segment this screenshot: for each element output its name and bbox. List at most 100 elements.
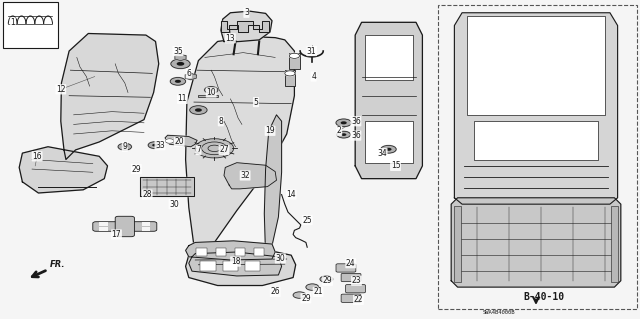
Bar — [198, 95, 218, 97]
Bar — [611, 206, 618, 282]
Circle shape — [385, 148, 392, 151]
Circle shape — [122, 145, 127, 148]
Text: 31: 31 — [307, 47, 317, 56]
Text: 15: 15 — [390, 161, 401, 170]
Bar — [99, 222, 108, 226]
Circle shape — [340, 121, 347, 124]
Text: 12: 12 — [56, 85, 65, 94]
Text: 35: 35 — [173, 47, 183, 56]
Polygon shape — [221, 21, 269, 32]
Polygon shape — [140, 177, 194, 196]
Polygon shape — [165, 135, 197, 147]
Circle shape — [177, 62, 184, 66]
Polygon shape — [221, 11, 272, 42]
Text: 33: 33 — [155, 141, 165, 150]
Circle shape — [202, 142, 227, 155]
Circle shape — [381, 145, 396, 153]
Text: 36: 36 — [351, 131, 361, 140]
Polygon shape — [186, 241, 275, 260]
Text: 3: 3 — [244, 8, 249, 17]
Polygon shape — [186, 249, 296, 286]
Polygon shape — [355, 22, 422, 179]
Circle shape — [341, 133, 346, 136]
FancyBboxPatch shape — [341, 294, 361, 302]
Bar — [142, 222, 150, 226]
Text: 16: 16 — [32, 152, 42, 161]
Polygon shape — [264, 115, 282, 258]
Polygon shape — [175, 54, 186, 61]
Text: 30: 30 — [275, 254, 285, 263]
Text: 29: 29 — [301, 294, 311, 303]
Text: 23: 23 — [351, 276, 362, 285]
Bar — [285, 70, 295, 86]
Text: 22: 22 — [354, 295, 363, 304]
Circle shape — [189, 106, 207, 114]
Bar — [467, 16, 605, 115]
Circle shape — [336, 119, 351, 127]
Circle shape — [170, 78, 186, 85]
Text: 8: 8 — [218, 117, 223, 126]
Circle shape — [148, 142, 161, 149]
Text: 20: 20 — [174, 137, 184, 146]
Circle shape — [195, 139, 234, 158]
Bar — [365, 35, 413, 80]
Bar — [3, 2, 58, 48]
FancyBboxPatch shape — [346, 285, 365, 293]
Text: SWA4B4000B: SWA4B4000B — [483, 310, 515, 315]
Text: 9: 9 — [122, 142, 127, 151]
Bar — [99, 227, 108, 231]
Circle shape — [209, 89, 214, 91]
Polygon shape — [224, 163, 276, 189]
Text: 4: 4 — [311, 72, 316, 81]
Bar — [196, 248, 207, 256]
Bar — [200, 261, 216, 271]
Bar — [365, 121, 413, 163]
Circle shape — [152, 144, 157, 146]
Polygon shape — [19, 147, 108, 193]
FancyBboxPatch shape — [93, 222, 157, 231]
Bar — [438, 5, 637, 309]
Polygon shape — [61, 33, 159, 160]
Text: 19: 19 — [265, 126, 275, 135]
Text: 27: 27 — [219, 145, 229, 154]
Circle shape — [118, 143, 132, 150]
Polygon shape — [185, 73, 196, 80]
Bar — [216, 248, 226, 256]
Text: 2: 2 — [337, 126, 342, 135]
Bar — [245, 261, 260, 271]
Circle shape — [208, 145, 221, 152]
Text: 6: 6 — [186, 69, 191, 78]
FancyBboxPatch shape — [115, 216, 134, 237]
Bar — [454, 206, 461, 282]
Bar — [254, 248, 264, 256]
Text: 10: 10 — [206, 88, 216, 97]
Polygon shape — [454, 13, 618, 204]
Polygon shape — [186, 37, 294, 260]
Text: 7: 7 — [196, 145, 201, 154]
Text: 17: 17 — [111, 230, 122, 239]
Circle shape — [306, 284, 319, 290]
Circle shape — [289, 53, 300, 58]
Bar — [474, 121, 598, 160]
Text: B-40-10: B-40-10 — [524, 292, 564, 302]
Polygon shape — [451, 198, 621, 287]
Circle shape — [337, 131, 351, 138]
Text: 34: 34 — [377, 149, 387, 158]
Text: 32: 32 — [240, 171, 250, 180]
Text: 13: 13 — [225, 34, 236, 43]
Text: 30: 30 — [169, 200, 179, 209]
Text: 28: 28 — [143, 190, 152, 199]
Polygon shape — [189, 252, 282, 276]
Text: 5: 5 — [253, 98, 259, 107]
Text: 29: 29 — [323, 276, 333, 285]
Circle shape — [195, 108, 202, 112]
Text: 24: 24 — [346, 259, 356, 268]
Bar — [289, 53, 300, 69]
Bar — [223, 261, 238, 271]
Bar — [235, 248, 245, 256]
Text: FR.: FR. — [50, 260, 65, 269]
Circle shape — [285, 71, 295, 76]
Circle shape — [205, 86, 218, 93]
Text: 29: 29 — [131, 165, 141, 174]
Text: 36: 36 — [351, 117, 361, 126]
